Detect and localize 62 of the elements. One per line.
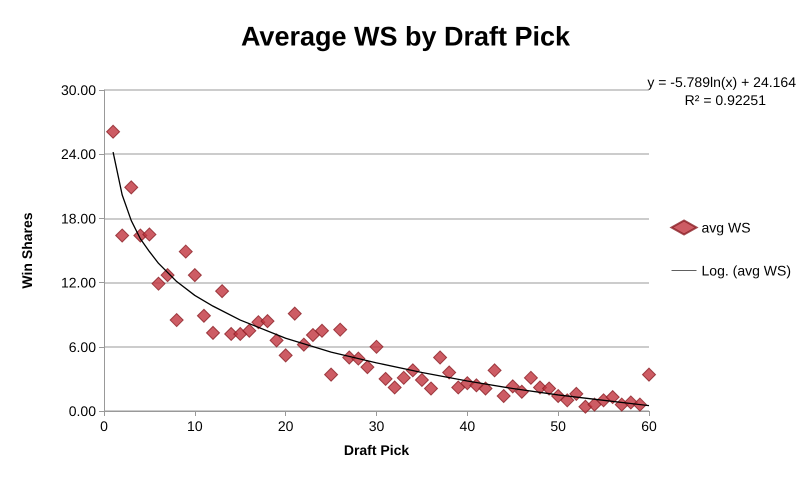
x-tick-label: 30 [368,418,384,434]
point [206,326,220,340]
point [233,326,248,341]
y-tick-label: 18.00 [60,210,96,226]
point [396,370,411,385]
text: R² = 0.92251 [684,92,766,108]
point [115,228,130,243]
point [215,284,230,298]
point [378,372,393,386]
y-tick-label: 30.00 [60,82,96,98]
point [278,348,293,362]
legend-label: Log. (avg WS) [702,262,792,278]
y-tick-label: 6.00 [68,338,96,355]
x-axis-title: Draft Pick [344,442,410,458]
point [196,308,211,323]
point [370,340,384,354]
point [488,363,502,378]
line-series [112,151,650,406]
point [142,227,156,242]
legend-label: avg WS [702,220,751,236]
point [188,268,202,282]
x-tick-label: 50 [550,418,566,434]
point [578,400,592,414]
chart-title: Average WS by Draft Pick [240,22,572,52]
point [524,370,538,385]
point [606,390,620,404]
y-axis-title: Win Shares [19,212,35,289]
point [178,244,193,259]
x-tick-label: 40 [460,418,476,434]
point [496,389,511,404]
y-tick-label: 0.00 [68,403,96,419]
point [642,368,656,382]
point [315,324,329,338]
y-tick-label: 24.00 [60,146,96,162]
y-tick-label: 12.00 [60,274,96,291]
point [414,372,429,387]
point [270,333,284,348]
annotation: y = -5.789ln(x) + 24.164 [647,74,796,90]
x-tick-label: 20 [278,418,294,434]
point [451,380,466,394]
point [124,180,138,194]
point [442,365,456,380]
point [260,314,274,328]
point [242,324,256,338]
x-tick-label: 0 [100,418,108,434]
point [560,393,574,408]
point [433,350,448,364]
point [478,382,492,396]
point [324,368,338,382]
point [333,322,348,337]
point [288,306,302,321]
point [388,380,402,394]
x-tick-label: 60 [641,418,657,434]
point [170,313,184,328]
point [106,124,120,139]
point [306,328,320,342]
x-tick-label: 10 [187,418,203,434]
point [588,398,602,412]
point [360,360,374,374]
point [424,382,438,396]
point [542,382,556,396]
point [152,276,166,291]
